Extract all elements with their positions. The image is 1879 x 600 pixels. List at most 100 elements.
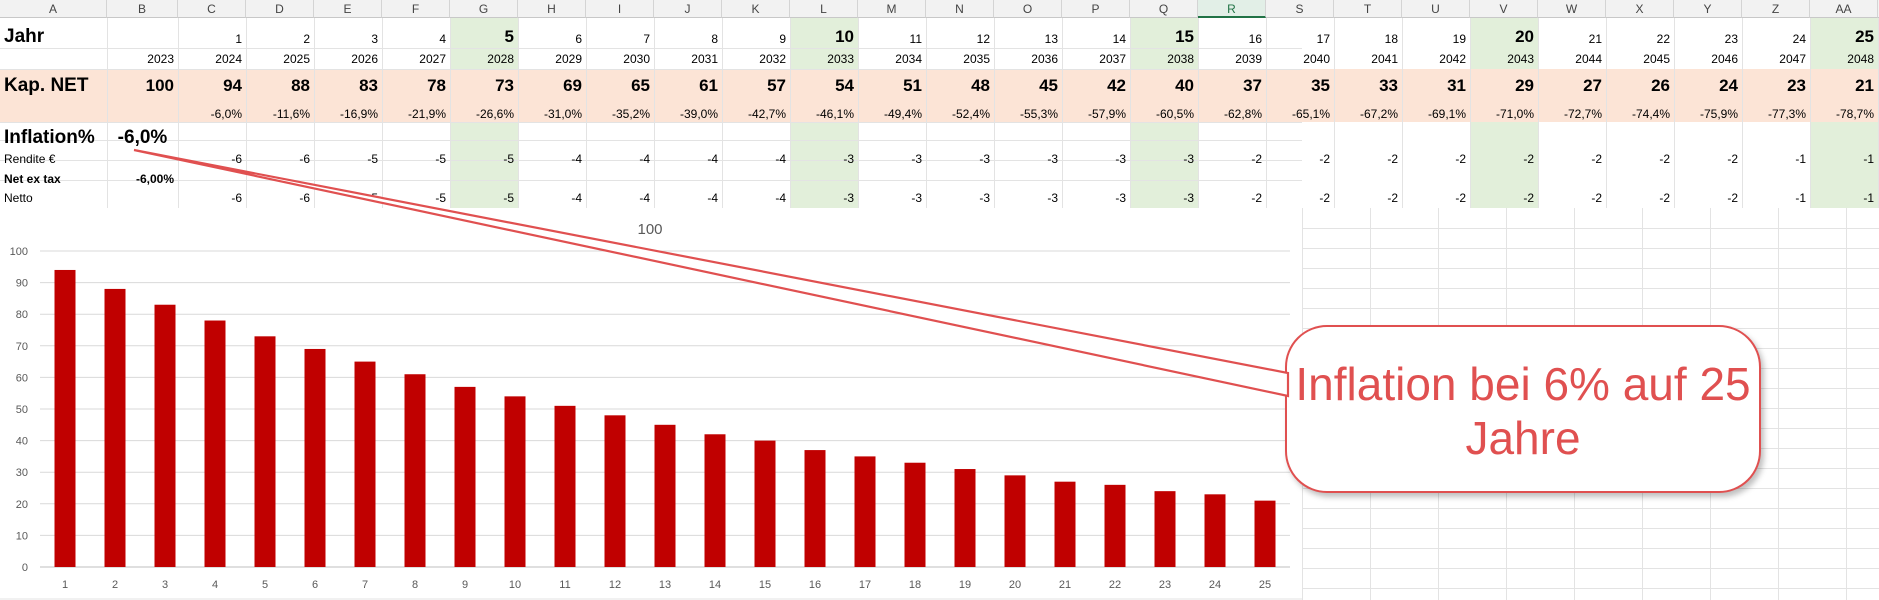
jahr-index-cell[interactable]: 11	[909, 32, 922, 46]
bar[interactable]	[804, 450, 826, 567]
netto-cell[interactable]: -4	[571, 191, 582, 205]
jahr-index-cell[interactable]: 21	[1588, 32, 1602, 46]
percent-change-cell[interactable]: -11,6%	[272, 107, 310, 121]
kap-net-cell[interactable]: 33	[1379, 76, 1398, 95]
percent-change-cell[interactable]: -16,9%	[339, 107, 378, 121]
rendite-cell[interactable]: -3	[911, 152, 922, 166]
bar[interactable]	[704, 434, 726, 567]
bar[interactable]	[854, 456, 876, 567]
bar[interactable]	[654, 424, 676, 567]
kap-net-cell[interactable]: 88	[291, 76, 310, 95]
year-cell[interactable]: 2033	[827, 52, 854, 66]
year-cell[interactable]: 2044	[1575, 52, 1602, 66]
percent-change-cell[interactable]: -69,1%	[1427, 107, 1466, 121]
year-cell[interactable]: 2023	[147, 52, 174, 66]
netto-cell[interactable]: -2	[1591, 191, 1602, 205]
rendite-cell[interactable]: -3	[1047, 152, 1058, 166]
net-ex-tax-value[interactable]: -6,00%	[135, 172, 174, 186]
bar[interactable]	[104, 288, 126, 567]
rendite-cell[interactable]: -4	[775, 152, 786, 166]
jahr-index-cell[interactable]: 10	[835, 27, 854, 46]
rendite-cell[interactable]: -6	[231, 152, 242, 166]
netto-cell[interactable]: -4	[707, 191, 718, 205]
year-cell[interactable]: 2034	[895, 52, 922, 66]
netto-cell[interactable]: -6	[299, 191, 310, 205]
column-header[interactable]: O	[994, 0, 1062, 18]
percent-change-cell[interactable]: -26,6%	[475, 107, 514, 121]
kap-net-cell[interactable]: 61	[699, 76, 718, 95]
column-header[interactable]: V	[1470, 0, 1538, 18]
percent-change-cell[interactable]: -74,4%	[1631, 107, 1670, 121]
kap-net-cell[interactable]: 100	[145, 76, 174, 95]
rendite-cell[interactable]: -2	[1387, 152, 1398, 166]
year-cell[interactable]: 2047	[1779, 52, 1806, 66]
kap-net-cell[interactable]: 51	[903, 76, 922, 95]
bar[interactable]	[504, 396, 526, 567]
kap-net-cell[interactable]: 45	[1039, 76, 1058, 95]
kap-net-cell[interactable]: 73	[495, 76, 514, 95]
percent-change-cell[interactable]: -65,1%	[1291, 107, 1330, 121]
rendite-cell[interactable]: -4	[639, 152, 650, 166]
year-cell[interactable]: 2036	[1031, 52, 1058, 66]
year-cell[interactable]: 2024	[215, 52, 242, 66]
kap-net-cell[interactable]: 31	[1447, 76, 1466, 95]
percent-change-cell[interactable]: -39,0%	[679, 107, 718, 121]
rendite-cell[interactable]: -2	[1455, 152, 1466, 166]
rendite-cell[interactable]: -2	[1659, 152, 1670, 166]
kap-net-cell[interactable]: 69	[563, 76, 582, 95]
kap-net-cell[interactable]: 27	[1583, 76, 1602, 95]
jahr-index-cell[interactable]: 4	[439, 32, 446, 46]
kap-net-cell[interactable]: 24	[1719, 76, 1738, 95]
percent-change-cell[interactable]: -71,0%	[1495, 107, 1534, 121]
column-header[interactable]: C	[178, 0, 246, 18]
netto-cell[interactable]: -3	[1047, 191, 1058, 205]
year-cell[interactable]: 2035	[963, 52, 990, 66]
percent-change-cell[interactable]: -60,5%	[1155, 107, 1194, 121]
column-header[interactable]: M	[858, 0, 926, 18]
netto-cell[interactable]: -2	[1727, 191, 1738, 205]
netto-cell[interactable]: -2	[1455, 191, 1466, 205]
year-cell[interactable]: 2030	[623, 52, 650, 66]
kap-net-cell[interactable]: 35	[1311, 76, 1330, 95]
jahr-label[interactable]: Jahr	[4, 26, 45, 47]
column-header[interactable]: T	[1334, 0, 1402, 18]
bar[interactable]	[1104, 484, 1126, 567]
kap-net-cell[interactable]: 83	[359, 76, 378, 95]
column-header[interactable]: F	[382, 0, 450, 18]
jahr-index-cell[interactable]: 17	[1316, 32, 1330, 46]
bar[interactable]	[904, 462, 926, 567]
kap-net-cell[interactable]: 54	[835, 76, 854, 95]
rendite-cell[interactable]: -2	[1727, 152, 1738, 166]
year-cell[interactable]: 2039	[1235, 52, 1262, 66]
column-header[interactable]: Y	[1674, 0, 1742, 18]
netto-cell[interactable]: -5	[367, 191, 378, 205]
bar[interactable]	[354, 361, 376, 567]
netto-cell[interactable]: -3	[1183, 191, 1194, 205]
jahr-index-cell[interactable]: 9	[779, 32, 786, 46]
netto-cell[interactable]: -2	[1319, 191, 1330, 205]
jahr-index-cell[interactable]: 15	[1175, 27, 1194, 46]
netto-cell[interactable]: -3	[843, 191, 854, 205]
percent-change-cell[interactable]: -42,7%	[747, 107, 786, 121]
rendite-cell[interactable]: -5	[367, 152, 378, 166]
year-cell[interactable]: 2048	[1847, 52, 1874, 66]
year-cell[interactable]: 2026	[351, 52, 378, 66]
percent-change-cell[interactable]: -21,9%	[407, 107, 446, 121]
rendite-cell[interactable]: -5	[503, 152, 514, 166]
jahr-index-cell[interactable]: 16	[1248, 32, 1262, 46]
rendite-cell[interactable]: -1	[1795, 152, 1806, 166]
rendite-cell[interactable]: -6	[299, 152, 310, 166]
bar[interactable]	[1154, 491, 1176, 567]
column-header[interactable]: D	[246, 0, 314, 18]
bar[interactable]	[604, 415, 626, 567]
column-header[interactable]: AA	[1810, 0, 1878, 18]
rendite-cell[interactable]: -3	[1183, 152, 1194, 166]
year-cell[interactable]: 2032	[759, 52, 786, 66]
kap-net-cell[interactable]: 29	[1515, 76, 1534, 95]
column-header[interactable]: N	[926, 0, 994, 18]
year-cell[interactable]: 2031	[691, 52, 718, 66]
kap-net-cell[interactable]: 26	[1651, 76, 1670, 95]
bar[interactable]	[1004, 475, 1026, 567]
kap-net-cell[interactable]: 42	[1107, 76, 1126, 95]
year-cell[interactable]: 2025	[283, 52, 310, 66]
